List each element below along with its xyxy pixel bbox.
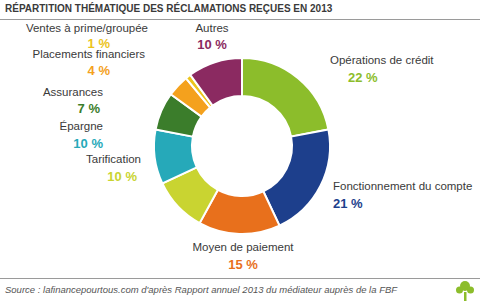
- svg-text:Fonctionnement du compte: Fonctionnement du compte: [333, 180, 472, 192]
- svg-text:22 %: 22 %: [348, 70, 378, 85]
- svg-text:10 %: 10 %: [107, 169, 137, 184]
- svg-text:10 %: 10 %: [197, 37, 227, 52]
- html-text:Source : lafinancepourtous.com: Source : lafinancepourtous.com d'après R…: [5, 284, 398, 295]
- svg-text:Assurances: Assurances: [43, 86, 103, 98]
- svg-text:Moyen de paiement: Moyen de paiement: [192, 241, 294, 253]
- svg-text:Ventes à prime/groupée: Ventes à prime/groupée: [26, 22, 148, 34]
- svg-text:7 %: 7 %: [78, 101, 101, 116]
- svg-text:Autres: Autres: [195, 22, 228, 34]
- svg-text:Tarification: Tarification: [86, 153, 141, 165]
- svg-text:1 %: 1 %: [88, 36, 111, 51]
- svg-text:Placements financiers: Placements financiers: [32, 48, 145, 60]
- svg-text:Épargne: Épargne: [60, 120, 103, 132]
- svg-text:10 %: 10 %: [73, 136, 103, 151]
- svg-text:4 %: 4 %: [88, 63, 111, 78]
- html-text:RÉPARTITION THÉMATIQUE DES RÉC: RÉPARTITION THÉMATIQUE DES RÉCLAMATIONS …: [5, 3, 333, 14]
- svg-text:Opérations de crédit: Opérations de crédit: [330, 54, 434, 66]
- svg-text:21 %: 21 %: [333, 196, 363, 211]
- svg-text:15 %: 15 %: [228, 257, 258, 272]
